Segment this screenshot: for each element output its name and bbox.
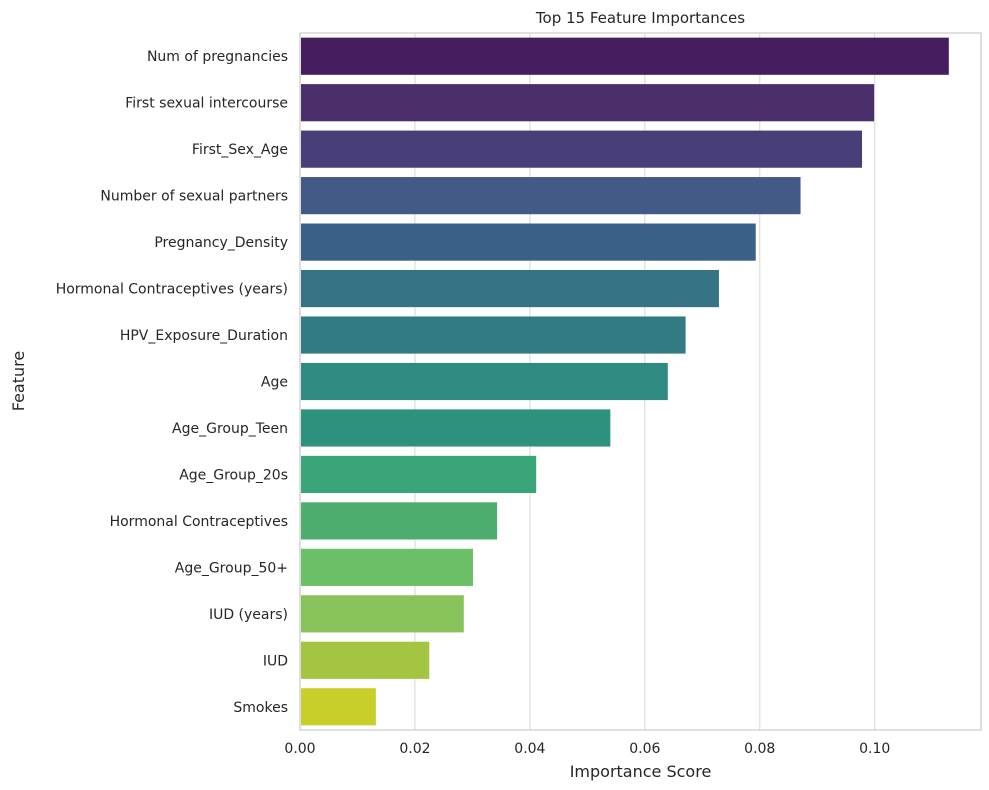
y-tick-labels: Num of pregnancies First sexual intercour… xyxy=(56,49,288,716)
y-tick-label: Hormonal Contraceptives (years) xyxy=(56,282,288,298)
y-tick-label: HPV_Exposure_Duration xyxy=(120,328,288,344)
chart-title: Top 15 Feature Importances xyxy=(535,9,745,27)
bars xyxy=(301,37,949,726)
x-tick-label: 0.02 xyxy=(399,741,430,757)
y-tick-label: Age_Group_Teen xyxy=(172,421,288,437)
y-axis-label: Feature xyxy=(9,351,28,411)
y-tick-label: First_Sex_Age xyxy=(192,142,288,158)
y-tick-label: IUD (years) xyxy=(209,607,288,623)
x-tick-label: 0.00 xyxy=(284,741,315,757)
bar xyxy=(301,595,464,633)
x-tick-label: 0.04 xyxy=(514,741,545,757)
bar xyxy=(301,409,611,447)
y-tick-label: Age_Group_20s xyxy=(179,467,288,483)
y-tick-label: Number of sexual partners xyxy=(100,189,288,205)
bar xyxy=(301,269,719,308)
bar xyxy=(301,84,875,122)
bar xyxy=(301,177,801,215)
x-tick-label: 0.08 xyxy=(744,741,775,757)
y-tick-label: Age_Group_50+ xyxy=(175,560,288,576)
bar xyxy=(301,548,473,586)
bar xyxy=(301,37,949,75)
y-tick-label: Hormonal Contraceptives xyxy=(110,514,288,530)
bar xyxy=(301,502,498,540)
x-tick-label: 0.10 xyxy=(859,741,890,757)
x-axis-label: Importance Score xyxy=(570,762,712,781)
bar xyxy=(301,223,756,261)
x-tick-label: 0.06 xyxy=(629,741,660,757)
bar xyxy=(301,455,537,494)
plot-frame xyxy=(299,32,982,731)
y-tick-label: Pregnancy_Density xyxy=(154,235,288,251)
x-tick-labels: 0.00 0.02 0.04 0.06 0.08 0.10 xyxy=(284,741,890,757)
bar xyxy=(301,688,376,726)
y-tick-label: Smokes xyxy=(233,700,288,716)
y-tick-label: Num of pregnancies xyxy=(147,49,288,65)
bar xyxy=(301,362,668,401)
bar xyxy=(301,641,430,679)
y-tick-label: IUD xyxy=(263,653,288,669)
bar xyxy=(301,316,686,354)
y-tick-label: First sexual intercourse xyxy=(125,96,288,112)
y-tick-label: Age xyxy=(261,375,288,391)
bar xyxy=(301,130,863,168)
